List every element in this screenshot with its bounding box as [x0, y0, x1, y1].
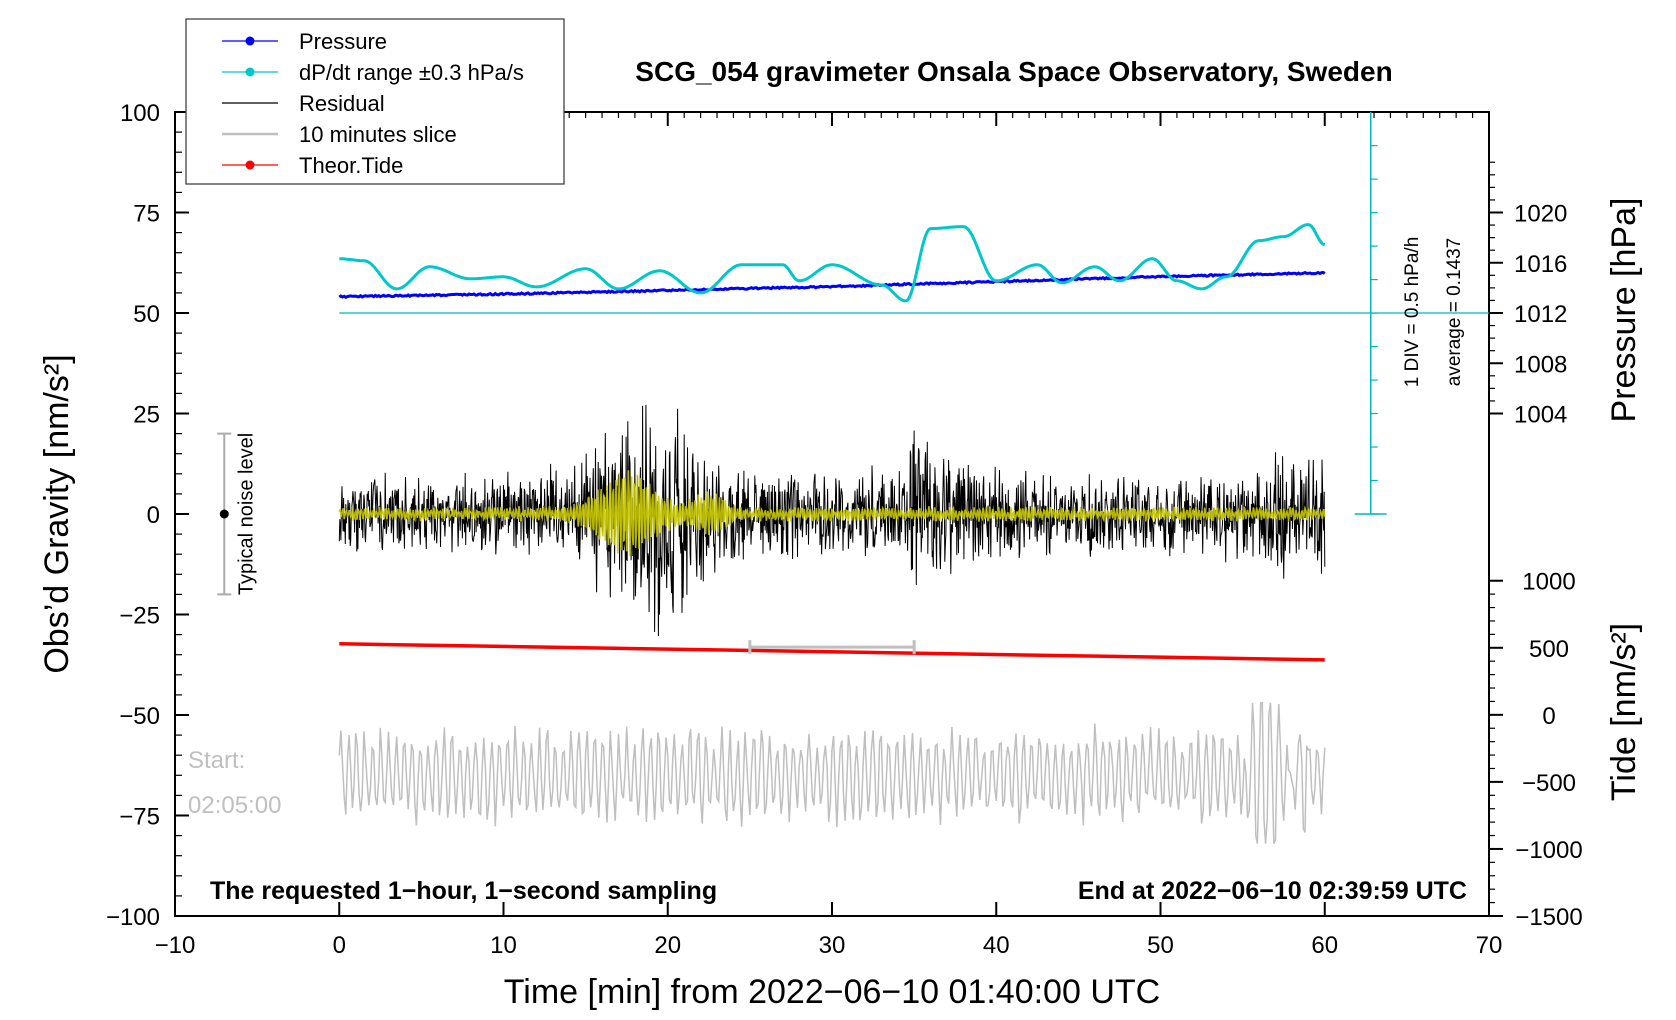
- legend-label: Theor.Tide: [299, 153, 403, 178]
- pressure-axis-label: Pressure [hPa]: [1605, 198, 1643, 423]
- tide-tick-label: −1500: [1515, 904, 1582, 931]
- tide-tick-label: −1000: [1515, 837, 1582, 864]
- y-tick-label: 75: [133, 201, 160, 228]
- legend-box: [185, 18, 565, 185]
- filtered-residual-line: [338, 470, 1326, 556]
- x-axis-label: Time [min] from 2022−06−10 01:40:00 UTC: [504, 973, 1160, 1011]
- pressure-series-line: [338, 270, 1326, 300]
- pressure-tick-label: 1016: [1514, 251, 1567, 278]
- pressure-tick-label: 1012: [1514, 301, 1567, 328]
- pressure-tick-label: 1020: [1514, 201, 1567, 228]
- x-tick-label: 50: [1147, 932, 1174, 959]
- pressure-tick-label: 1008: [1514, 351, 1567, 378]
- y-axis-ticks: −100 −75 −50 −25 0 25 50 75 100: [106, 100, 189, 931]
- slice-series-line: [338, 702, 1326, 844]
- x-tick-label: 70: [1476, 932, 1503, 959]
- dpdt-scale-bar: [339, 112, 1489, 515]
- legend-items: Pressure dP/dt range ±0.3 hPa/s Residual 10…: [222, 29, 524, 178]
- tide-tick-label: 500: [1529, 636, 1569, 663]
- x-tick-label: 10: [490, 932, 517, 959]
- tide-tick-label: 0: [1542, 703, 1555, 730]
- y-tick-label: −75: [119, 804, 160, 831]
- legend: Pressure dP/dt range ±0.3 hPa/s Residual 10…: [185, 18, 565, 185]
- dpdt-series-line: [339, 223, 1326, 303]
- x-tick-label: 40: [983, 932, 1010, 959]
- tide-series-line: [339, 642, 1325, 662]
- x-tick-label: 30: [819, 932, 846, 959]
- y-tick-label: −25: [119, 603, 160, 630]
- pressure-tick-label: 1004: [1514, 402, 1567, 429]
- x-tick-label: 60: [1311, 932, 1338, 959]
- tide-axis-label: Tide [nm/s²]: [1605, 623, 1643, 801]
- pressure-axis-ticks: 1004 1008 1012 1016 1020: [1489, 161, 1567, 429]
- y-tick-label: −50: [119, 703, 160, 730]
- x-tick-label: 0: [333, 932, 346, 959]
- legend-marker: [245, 36, 255, 46]
- chart-title: SCG_054 gravimeter Onsala Space Observat…: [635, 56, 1392, 87]
- legend-marker: [245, 67, 255, 77]
- legend-marker: [245, 160, 255, 170]
- tide-tick-label: 1000: [1522, 569, 1575, 596]
- tide-axis-ticks: −1500 −1000 −500 0 500 1000: [1489, 569, 1583, 931]
- y-tick-label: 25: [133, 402, 160, 429]
- y-tick-label: 100: [120, 100, 160, 127]
- average-label: average = 0.1437: [1444, 238, 1465, 386]
- noise-level-indicator: Typical noise level: [217, 432, 257, 596]
- y-axis-label: Obs’d Gravity [nm/s²]: [38, 354, 76, 673]
- noise-level-label: Typical noise level: [235, 433, 257, 595]
- y-tick-label: −100: [106, 904, 160, 931]
- y-tick-label: 50: [133, 301, 160, 328]
- y-tick-label: 0: [147, 502, 160, 529]
- sampling-note: The requested 1−hour, 1−second sampling: [210, 877, 717, 905]
- noise-center-dot: [219, 509, 229, 519]
- div-label: 1 DIV = 0.5 hPa/h: [1402, 237, 1423, 388]
- start-time: 02:05:00: [188, 792, 281, 819]
- x-axis-ticks: −10 0 10 20 30 40 50 60 70: [155, 112, 1503, 959]
- residual-series-line: [338, 404, 1326, 637]
- end-note: End at 2022−06−10 02:39:59 UTC: [1078, 877, 1467, 905]
- legend-label: 10 minutes slice: [299, 122, 457, 147]
- legend-label: Residual: [299, 91, 385, 116]
- legend-label: dP/dt range ±0.3 hPa/s: [299, 60, 524, 85]
- series-layer: [338, 223, 1326, 844]
- legend-label: Pressure: [299, 29, 387, 54]
- start-label: Start:: [188, 747, 245, 774]
- tide-tick-label: −500: [1522, 770, 1576, 797]
- x-tick-label: −10: [155, 932, 196, 959]
- x-tick-label: 20: [654, 932, 681, 959]
